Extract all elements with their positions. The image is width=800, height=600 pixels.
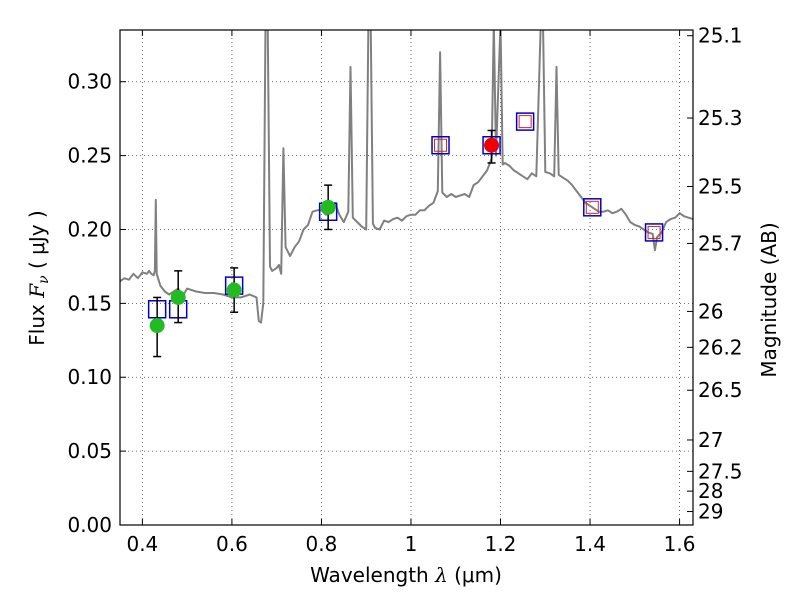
y2-tick-label: 25.1 <box>698 24 743 48</box>
model-spectrum-layer <box>120 30 693 324</box>
y-tick-label: 0.20 <box>67 217 112 241</box>
model-spectrum-line <box>120 30 693 324</box>
x-tick-label: 0.8 <box>306 532 338 556</box>
model-box-marker <box>431 136 450 155</box>
model-box-inner-marker <box>647 225 661 239</box>
observations-layer <box>149 129 500 358</box>
model-box-inner-marker <box>434 138 448 152</box>
x-tick-label: 0.6 <box>216 532 248 556</box>
x-tick-label: 0.4 <box>126 532 158 556</box>
y2-tick-label: 26.2 <box>698 335 743 359</box>
y-tick-label: 0.30 <box>67 70 112 94</box>
y-tick-label: 0.25 <box>67 144 112 168</box>
model-box-inner-marker <box>585 200 599 214</box>
observation-point <box>484 137 500 153</box>
x-tick-label: 1.4 <box>574 532 606 556</box>
y2-tick-label: 25.7 <box>698 231 743 255</box>
plot-frame <box>119 29 694 526</box>
y2-tick-label: 26.5 <box>698 378 743 402</box>
y-tick-label: 0.00 <box>67 513 112 537</box>
y2-tick-label: 29 <box>698 500 723 524</box>
x-tick-label: 1 <box>405 532 418 556</box>
observation-point <box>226 282 242 298</box>
axis-ticks: 0.4 0.6 0.8 1 1.2 1.4 1.6 0.00 0.05 0.10 0.15 0.20 0… <box>67 24 742 556</box>
x-axis-label: Wavelength λ (μm) <box>310 563 502 587</box>
observation-point <box>320 199 336 215</box>
y2-axis-label: Magnitude (AB) <box>757 222 781 377</box>
y-tick-label: 0.10 <box>67 365 112 389</box>
model-box-marker <box>515 112 535 131</box>
y2-tick-label: 27.5 <box>698 459 743 483</box>
model-box-marker <box>583 198 602 217</box>
x-tick-label: 1.2 <box>485 532 517 556</box>
y-axis-label: Flux Fν ( μJy ) <box>25 210 52 345</box>
x-tick-label: 1.6 <box>664 532 696 556</box>
y-tick-label: 0.05 <box>67 439 112 463</box>
model-box-marker <box>644 223 664 242</box>
y-tick-label: 0.15 <box>67 291 112 315</box>
grid-lines <box>120 30 693 526</box>
model-box-inner-marker <box>518 115 532 129</box>
y2-tick-label: 26 <box>698 299 723 323</box>
y2-tick-label: 25.5 <box>698 174 743 198</box>
y2-tick-label: 25.3 <box>698 106 743 130</box>
model-photometry-layer <box>147 112 664 319</box>
y2-tick-label: 27 <box>698 428 723 452</box>
observation-point <box>149 318 165 334</box>
y2-tick-label: 28 <box>698 479 723 503</box>
observation-point <box>170 289 186 305</box>
